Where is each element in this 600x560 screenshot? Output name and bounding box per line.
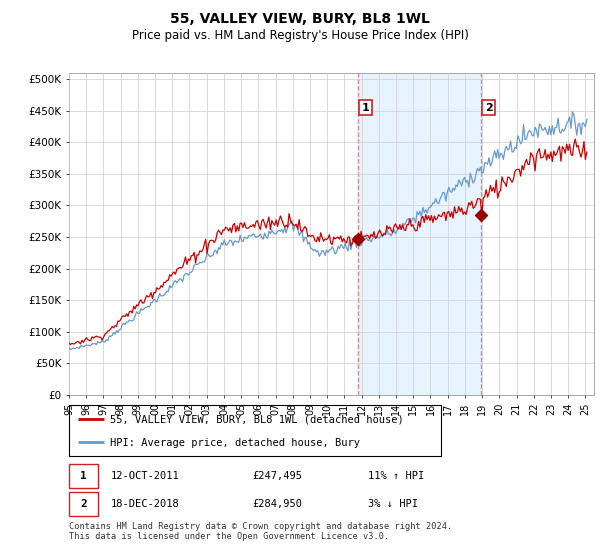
Text: 11% ↑ HPI: 11% ↑ HPI [368,471,425,481]
Text: Price paid vs. HM Land Registry's House Price Index (HPI): Price paid vs. HM Land Registry's House … [131,29,469,42]
Bar [69,464,98,488]
Text: 2: 2 [485,102,493,113]
Text: 12-OCT-2011: 12-OCT-2011 [111,471,180,481]
Text: HPI: Average price, detached house, Bury: HPI: Average price, detached house, Bury [110,438,360,448]
Text: 55, VALLEY VIEW, BURY, BL8 1WL: 55, VALLEY VIEW, BURY, BL8 1WL [170,12,430,26]
Bar [69,492,98,516]
Text: 1: 1 [361,102,369,113]
Text: £284,950: £284,950 [253,499,303,509]
Text: 3% ↓ HPI: 3% ↓ HPI [368,499,418,509]
Text: 1: 1 [80,471,87,481]
Text: £247,495: £247,495 [253,471,303,481]
Text: 18-DEC-2018: 18-DEC-2018 [111,499,180,509]
Text: 2: 2 [80,499,87,509]
Text: Contains HM Land Registry data © Crown copyright and database right 2024.
This d: Contains HM Land Registry data © Crown c… [69,522,452,542]
Bar [358,73,481,395]
Text: 55, VALLEY VIEW, BURY, BL8 1WL (detached house): 55, VALLEY VIEW, BURY, BL8 1WL (detached… [110,414,404,424]
